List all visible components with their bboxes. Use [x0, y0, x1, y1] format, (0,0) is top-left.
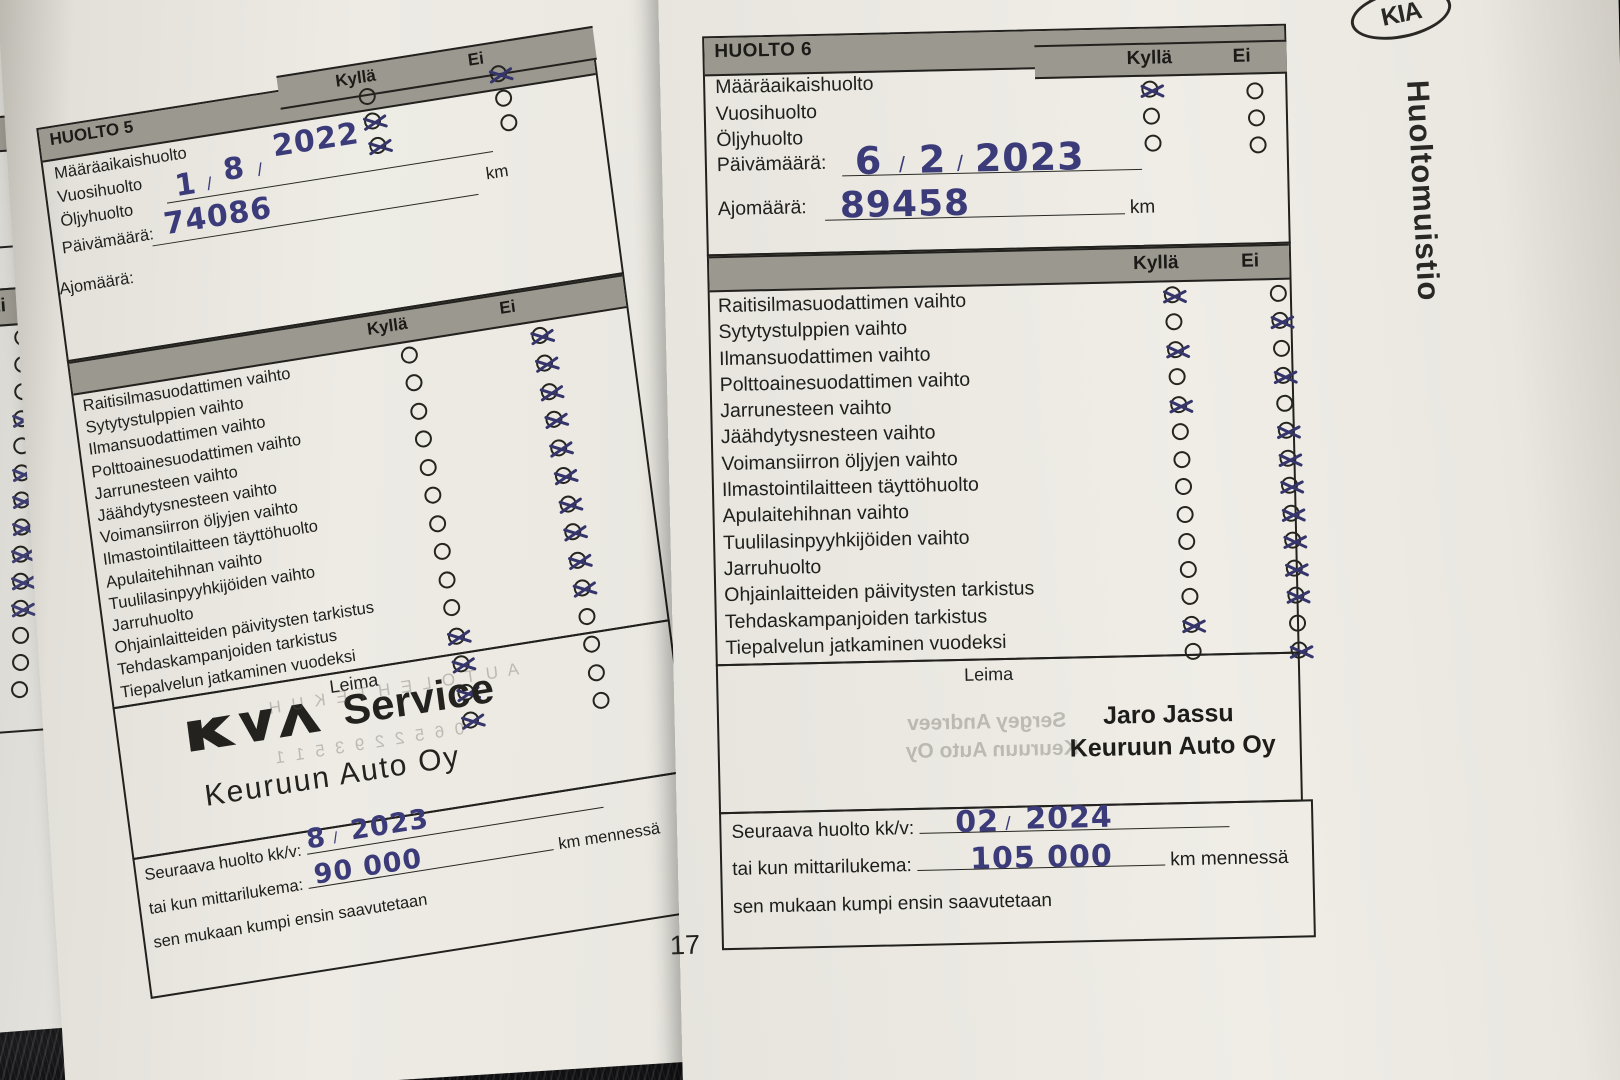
- huolto-6-panel: HUOLTO 6 Määräaikaishuolto Vuosihuolto Ö…: [702, 23, 1316, 951]
- checkbox-marked[interactable]: [11, 545, 31, 564]
- left-date-day[interactable]: 1: [172, 165, 199, 205]
- checkbox-marked[interactable]: [11, 572, 30, 591]
- right-row-label-1: Vuosihuolto: [715, 100, 818, 125]
- right-next-odo[interactable]: 105 000: [969, 838, 1114, 877]
- checklist-label: Ilmastointilaitteen täyttöhuolto: [721, 473, 980, 502]
- checkbox-empty[interactable]: [1176, 505, 1194, 524]
- checklist-label: Sytytystulppien vaihto: [718, 317, 908, 344]
- far-left-no-header-2: Ei: [0, 295, 7, 318]
- checklist-label: Polttoainesuodattimen vaihto: [719, 368, 971, 397]
- checkbox-empty[interactable]: [1288, 614, 1307, 632]
- checkbox-marked[interactable]: [1285, 559, 1304, 577]
- checklist-label: Raitisilmasuodattimen vaihto: [717, 289, 967, 318]
- right-stamp-name: Jaro Jassu: [1102, 699, 1234, 731]
- checkbox-empty[interactable]: [1144, 134, 1162, 152]
- checkbox-marked[interactable]: [12, 517, 31, 537]
- stamp-showthrough-name: Sergey Andreev: [906, 708, 1067, 736]
- left-odo-label: Ajomäärä:: [58, 268, 135, 299]
- right-next-date-label: Seuraava huolto kk/v:: [731, 818, 915, 844]
- right-stamp-dealer: Keuruun Auto Oy: [1069, 730, 1276, 763]
- checkbox-empty[interactable]: [1142, 107, 1161, 125]
- checkbox-marked[interactable]: [1182, 615, 1201, 633]
- right-next-month[interactable]: 02: [954, 804, 1000, 841]
- checkbox-marked[interactable]: [11, 599, 30, 618]
- left-odo-unit: km: [484, 160, 510, 184]
- checkbox-marked[interactable]: [1141, 80, 1159, 98]
- checkbox-empty[interactable]: [1276, 394, 1294, 412]
- left-no-header-2: Ei: [498, 296, 517, 318]
- left-no-header: Ei: [466, 48, 485, 70]
- left-date-month[interactable]: 8: [221, 150, 248, 189]
- right-next-year[interactable]: 2024: [1024, 799, 1114, 837]
- left-yes-header-2: Kyllä: [365, 313, 409, 339]
- checklist-label: Jarrunesteen vaihto: [720, 396, 892, 423]
- kia-service-stamp: Service: [180, 664, 497, 761]
- right-service-header: HUOLTO 6: [714, 39, 813, 63]
- right-date-label: Päivämäärä:: [716, 151, 827, 177]
- checkbox-empty[interactable]: [11, 626, 30, 645]
- right-row-label-2: Öljyhuolto: [716, 127, 804, 152]
- right-date-month[interactable]: 2: [918, 137, 947, 182]
- right-no-header: Ei: [1232, 45, 1251, 67]
- checkbox-marked[interactable]: [1282, 504, 1300, 522]
- checklist-label: Apulaitehihnan vaihto: [722, 501, 910, 528]
- checkbox-empty[interactable]: [499, 112, 519, 133]
- right-date-day[interactable]: 6: [854, 138, 883, 184]
- checklist-label: Tiepalvelun jatkaminen vuodeksi: [725, 630, 1007, 659]
- right-checklist: Raitisilmasuodattimen vaihto Sytytystulpp…: [710, 280, 1308, 665]
- right-yes-header-2: Kyllä: [1132, 252, 1179, 275]
- checklist-label: Tuulilasinpyyhkijöiden vaihto: [722, 526, 970, 554]
- checkbox-marked[interactable]: [1280, 476, 1299, 495]
- checkbox-marked[interactable]: [1170, 395, 1188, 414]
- checkbox-marked[interactable]: [1279, 449, 1297, 467]
- right-odo-label: Ajomäärä:: [717, 196, 807, 221]
- right-odo-unit: km: [1129, 196, 1156, 219]
- page-number: 17: [669, 929, 701, 961]
- checkbox-marked[interactable]: [368, 135, 388, 156]
- checkbox-empty[interactable]: [494, 88, 514, 108]
- checkbox-empty[interactable]: [1247, 109, 1266, 127]
- right-odo-value[interactable]: 89458: [839, 182, 971, 227]
- checklist-label: Jarruhuolto: [723, 555, 822, 581]
- right-row-label-0: Määräaikaishuolto: [714, 72, 874, 99]
- right-next-odo-label: tai kun mittarilukema:: [732, 855, 912, 881]
- checkbox-empty[interactable]: [10, 680, 30, 699]
- checkbox-marked[interactable]: [363, 111, 383, 131]
- left-next-month[interactable]: 8: [304, 821, 328, 856]
- stamp-showthrough-dealer: Keuruun Auto Oy: [905, 736, 1080, 764]
- checkbox-empty[interactable]: [1246, 82, 1264, 100]
- checkbox-empty[interactable]: [11, 653, 30, 672]
- right-no-header-2: Ei: [1240, 250, 1260, 272]
- checkbox-empty[interactable]: [1173, 450, 1191, 469]
- checkbox-empty[interactable]: [1249, 136, 1267, 154]
- right-next-unit: km mennessä: [1170, 846, 1289, 871]
- checkbox-empty[interactable]: [1179, 560, 1198, 578]
- kia-logo-text: KIA: [1378, 0, 1424, 32]
- huolto-5-panel: HUOLTO 5 Määräaikaishuolto Vuosihuolto Ö…: [36, 25, 716, 999]
- right-yes-header: Kyllä: [1126, 47, 1173, 70]
- right-leima-label: Leima: [963, 663, 1014, 686]
- right-date-year[interactable]: 2023: [974, 134, 1086, 181]
- kia-logo-mark: [186, 703, 322, 752]
